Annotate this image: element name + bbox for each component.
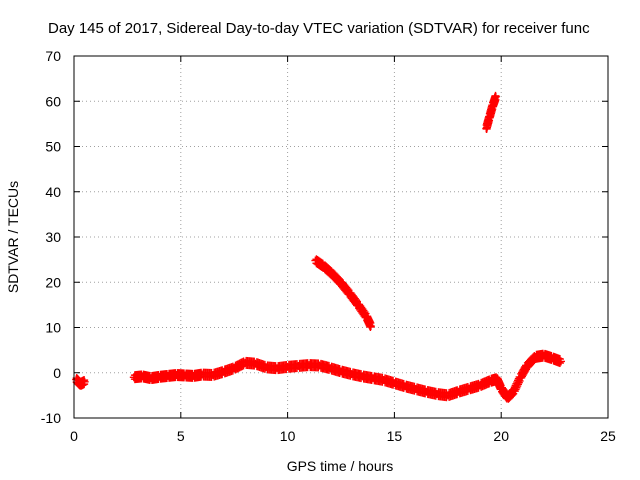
data-point <box>514 380 523 389</box>
data-point <box>511 385 520 394</box>
x-tick-label: 0 <box>70 428 78 444</box>
x-tick-label: 20 <box>493 428 509 444</box>
y-tick-label: 20 <box>45 274 61 290</box>
chart-title: Day 145 of 2017, Sidereal Day-to-day VTE… <box>48 20 590 37</box>
data-point <box>514 378 523 387</box>
x-tick-label: 5 <box>177 428 185 444</box>
axis-ticks: 0 5 10 15 20 25 -10 0 10 20 30 40 50 60 70 <box>41 48 616 444</box>
x-axis-title: GPS time / hours <box>287 458 394 474</box>
data-point <box>80 377 89 386</box>
y-tick-label: 0 <box>53 365 61 381</box>
data-point <box>555 359 564 368</box>
data-point <box>510 387 519 396</box>
data-points <box>72 91 566 403</box>
x-tick-label: 25 <box>600 428 616 444</box>
y-tick-label: -10 <box>41 410 61 426</box>
data-point <box>491 92 500 101</box>
x-tick-label: 10 <box>280 428 296 444</box>
data-point <box>557 357 566 366</box>
y-tick-label: 60 <box>45 93 61 109</box>
x-tick-label: 15 <box>387 428 403 444</box>
data-point <box>512 383 521 392</box>
y-tick-label: 30 <box>45 229 61 245</box>
y-tick-label: 50 <box>45 139 61 155</box>
y-tick-label: 10 <box>45 320 61 336</box>
data-point <box>507 391 516 400</box>
y-axis-title: SDTVAR / TECUs <box>5 181 21 293</box>
y-tick-label: 40 <box>45 184 61 200</box>
data-point <box>513 382 522 391</box>
y-tick-label: 70 <box>45 48 61 64</box>
data-point <box>366 322 375 331</box>
